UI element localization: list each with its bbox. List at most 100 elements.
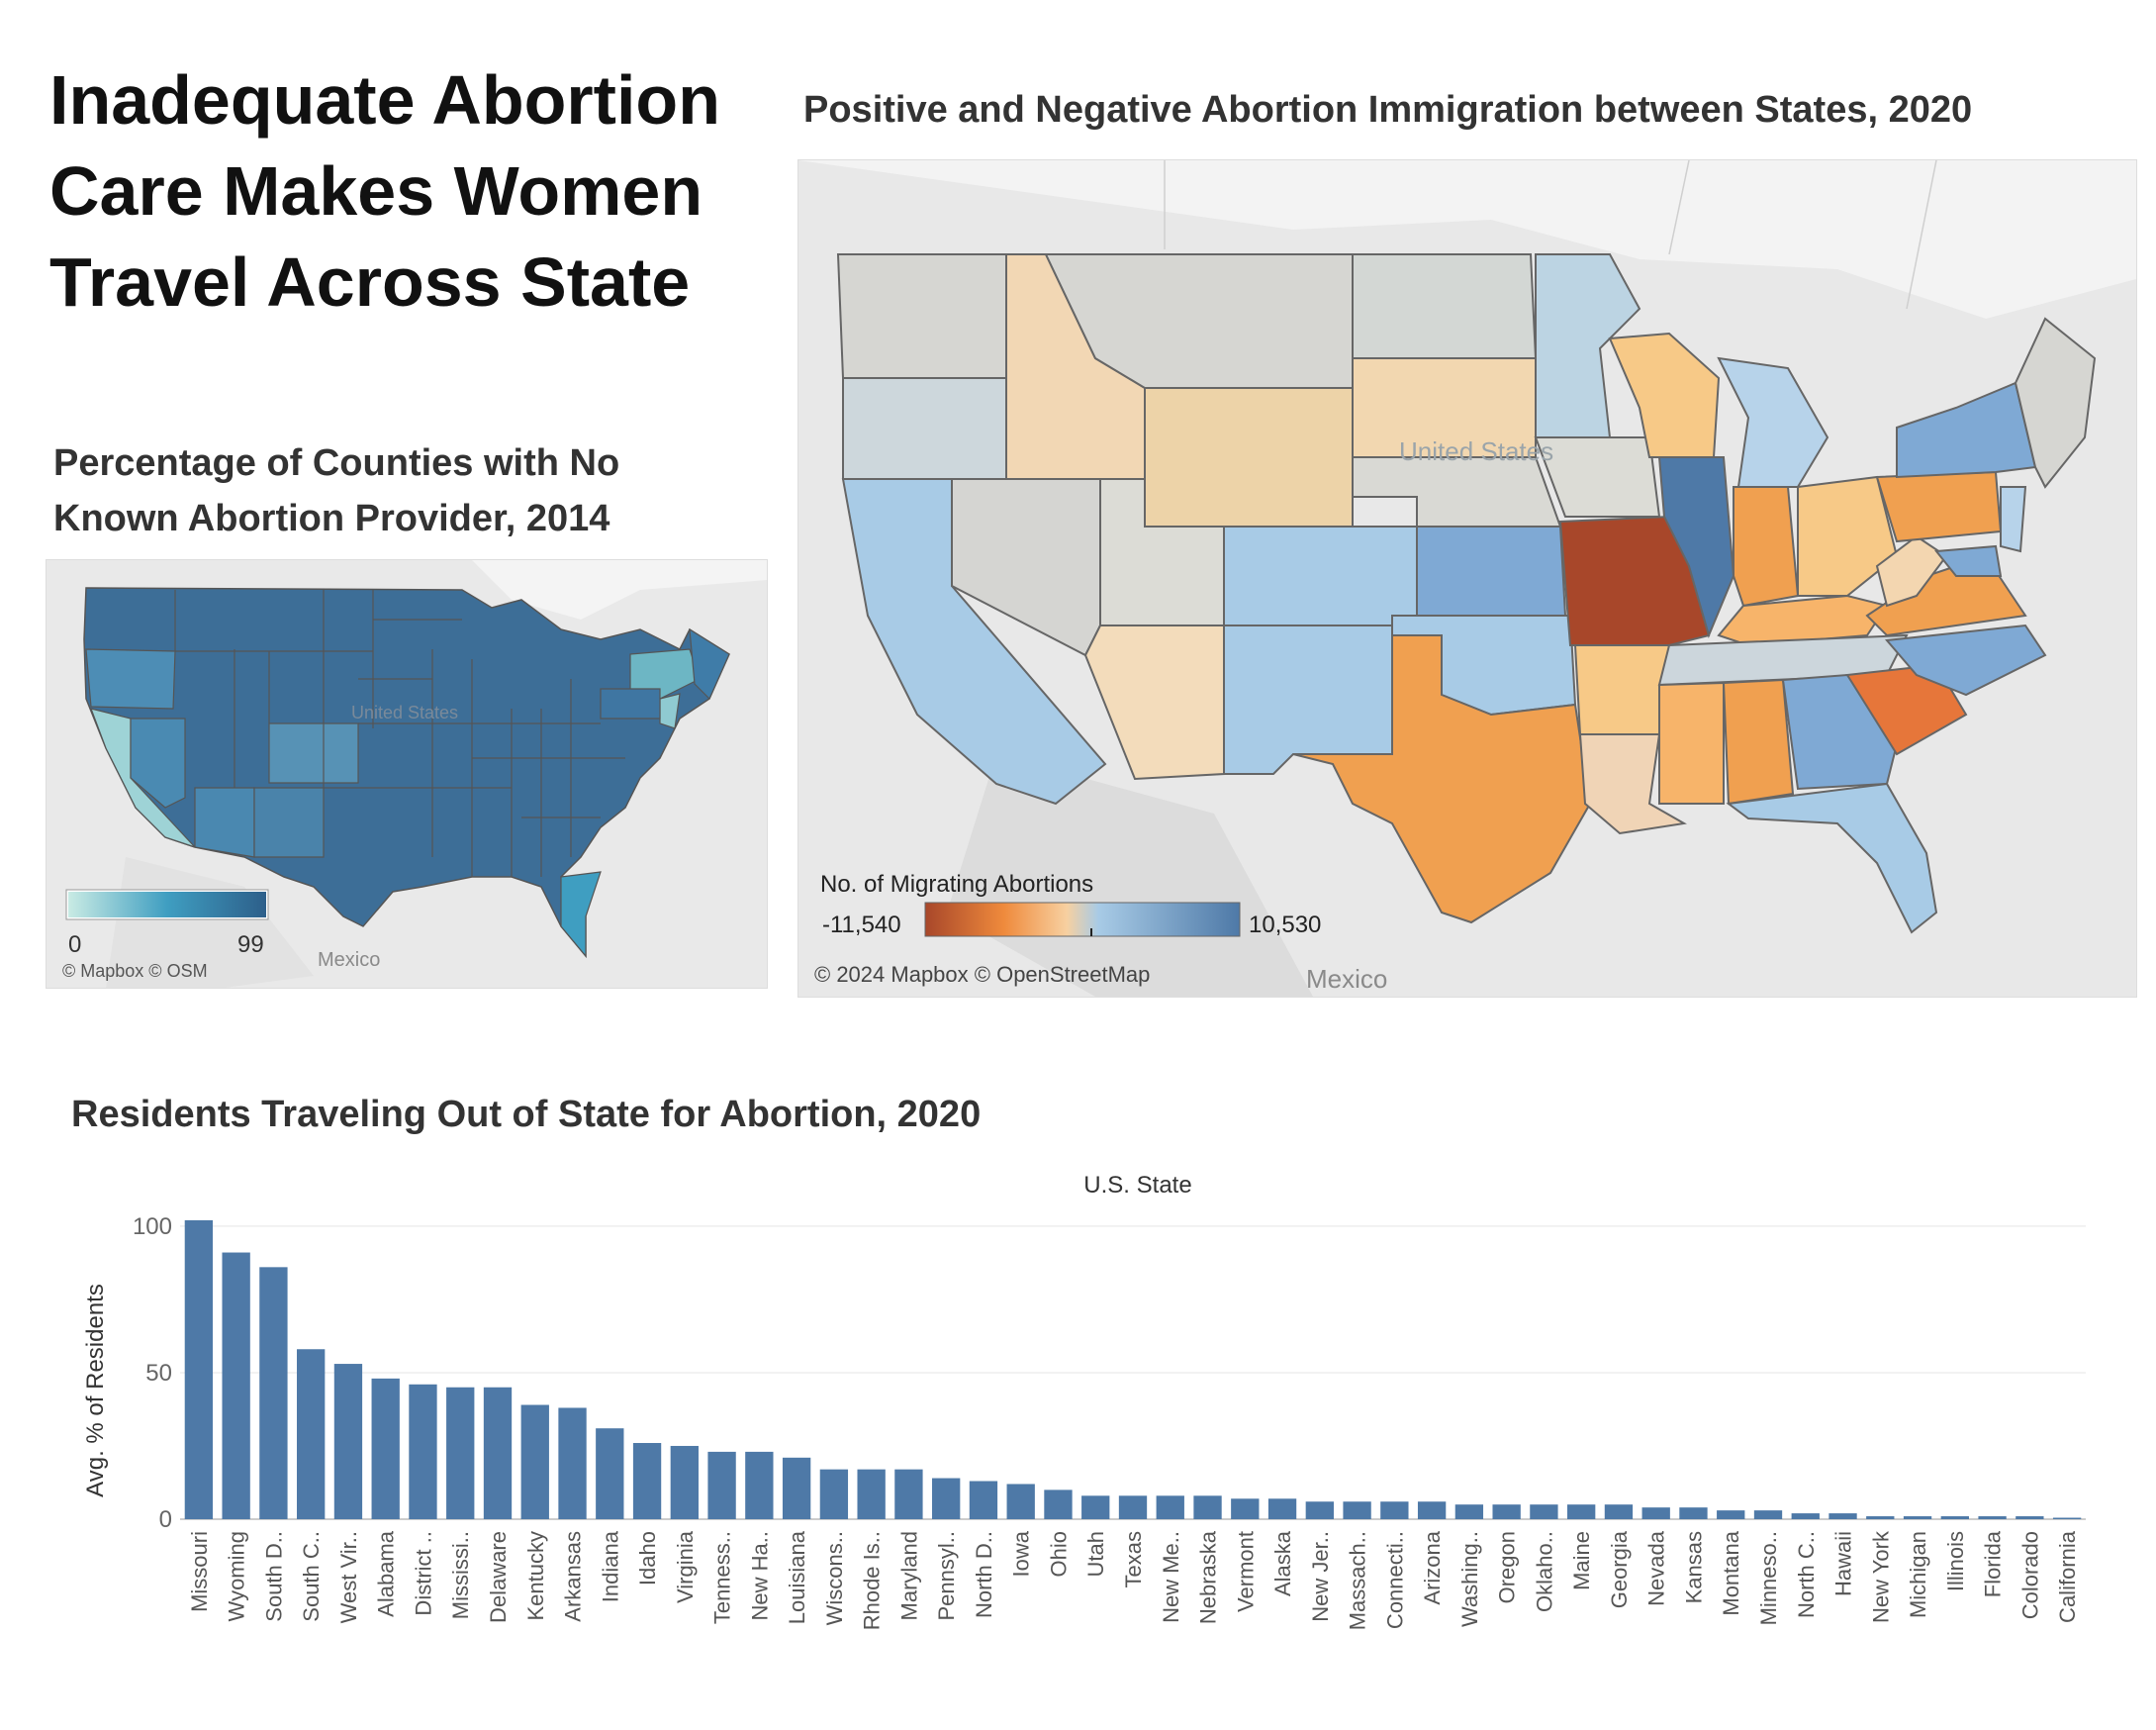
x-tick-label: Texas [1121, 1531, 1146, 1587]
bar[interactable] [1380, 1501, 1409, 1519]
bar[interactable] [1717, 1510, 1745, 1519]
bar[interactable] [1492, 1504, 1521, 1519]
bar[interactable] [483, 1387, 513, 1519]
bar[interactable] [2015, 1516, 2044, 1519]
bar[interactable] [1267, 1498, 1297, 1519]
bar[interactable] [969, 1481, 998, 1519]
provider-map-canvas: United States Mexico 0 99 © Mapbox © OSM [47, 560, 767, 988]
x-tick-label: Washing.. [1457, 1531, 1482, 1627]
bar[interactable] [1604, 1504, 1634, 1519]
bar[interactable] [1753, 1510, 1783, 1519]
x-tick-label: Alabama [374, 1530, 399, 1617]
migration-map[interactable]: United States Mexico No. of Migrating Ab… [797, 159, 2137, 998]
bar[interactable] [1641, 1507, 1670, 1519]
x-tick-label: Kansas [1681, 1531, 1706, 1603]
migration-legend-max: 10,530 [1249, 912, 1321, 938]
provider-map-attribution[interactable]: © Mapbox © OSM [62, 961, 208, 981]
bar[interactable] [371, 1378, 400, 1519]
migration-map-legend[interactable]: No. of Migrating Abortions -11,540 10,53… [820, 871, 1321, 938]
bar[interactable] [1044, 1490, 1073, 1519]
provider-map[interactable]: United States Mexico 0 99 © Mapbox © OSM [46, 559, 768, 989]
bar[interactable] [707, 1451, 736, 1519]
bar[interactable] [745, 1451, 774, 1519]
bar[interactable] [1679, 1507, 1708, 1519]
state-borders [174, 590, 625, 877]
x-tick-label: Rhode Is.. [860, 1531, 885, 1630]
x-tick-label: Maine [1569, 1531, 1594, 1590]
x-tick-label: District .. [411, 1531, 435, 1616]
x-tick-label: Iowa [1009, 1530, 1034, 1577]
bar[interactable] [1006, 1484, 1035, 1519]
bar[interactable] [1343, 1501, 1371, 1519]
migration-map-attribution[interactable]: © 2024 Mapbox © OpenStreetMap [814, 962, 1150, 987]
bar[interactable] [1305, 1501, 1334, 1519]
bar[interactable] [1454, 1504, 1484, 1519]
bar-chart-header: U.S. State [1083, 1172, 1191, 1199]
bar[interactable] [1193, 1495, 1222, 1519]
bar[interactable] [1231, 1498, 1260, 1519]
x-tick-label: Michigan [1906, 1531, 1930, 1618]
state-nevada [130, 718, 186, 809]
state-arkansas [1573, 644, 1671, 735]
bar[interactable] [819, 1469, 849, 1519]
bar[interactable] [520, 1404, 549, 1519]
bar[interactable] [1118, 1495, 1148, 1519]
bar[interactable] [1567, 1504, 1596, 1519]
bar[interactable] [222, 1252, 250, 1519]
x-tick-label: New York [1868, 1530, 1893, 1623]
x-tick-label: Tenness.. [710, 1531, 735, 1624]
x-tick-label: Massach.. [1346, 1531, 1370, 1630]
x-tick-label: Minneso.. [1756, 1531, 1781, 1625]
state-west-virginia [1875, 534, 1948, 608]
bar[interactable] [1156, 1495, 1184, 1519]
bar[interactable] [596, 1428, 624, 1519]
state-alabama [1722, 678, 1795, 806]
bar[interactable] [1530, 1504, 1558, 1519]
x-tick-label: Pennsyl.. [934, 1531, 959, 1621]
bar[interactable] [259, 1267, 288, 1519]
x-tick-label: Wiscons.. [822, 1531, 847, 1625]
bar[interactable] [1417, 1501, 1447, 1519]
bar[interactable] [558, 1407, 587, 1519]
state-new-england [689, 627, 730, 701]
bar[interactable] [333, 1364, 363, 1519]
bar[interactable] [632, 1443, 662, 1519]
bar[interactable] [2052, 1517, 2082, 1519]
state-colorado [1223, 526, 1418, 626]
bar[interactable] [409, 1384, 437, 1519]
bar[interactable] [1828, 1513, 1857, 1519]
bar[interactable] [1791, 1513, 1820, 1519]
migration-map-canvas: United States Mexico No. of Migrating Ab… [798, 160, 2136, 997]
provider-map-neighbor-label: Mexico [318, 949, 380, 971]
bar[interactable] [670, 1445, 699, 1519]
x-tick-label: Arizona [1420, 1530, 1445, 1604]
migration-legend-min: -11,540 [822, 912, 901, 938]
bar-chart[interactable]: U.S. State Avg. % of Residents 0 50 100 Mi… [0, 1148, 2156, 1730]
bar[interactable] [1866, 1516, 1895, 1519]
x-tick-label: New Jer.. [1308, 1531, 1333, 1622]
x-tick-label: Colorado [2017, 1531, 2042, 1619]
bar[interactable] [932, 1478, 961, 1519]
x-tick-label: Louisiana [785, 1530, 809, 1624]
bar[interactable] [1978, 1516, 2007, 1519]
bar[interactable] [1940, 1516, 1969, 1519]
state-colorado [268, 722, 359, 784]
bar[interactable] [184, 1219, 214, 1519]
bar[interactable] [1081, 1495, 1110, 1519]
bar[interactable] [894, 1469, 923, 1519]
x-tick-label: South D.. [261, 1531, 286, 1622]
bar[interactable] [446, 1387, 475, 1519]
state-ohio [1797, 475, 1899, 597]
x-tick-label: Ohio [1046, 1531, 1071, 1577]
main-title: Inadequate Abortion Care Makes Women Tra… [49, 61, 720, 321]
state-florida [560, 871, 602, 958]
x-tick-label: Hawaii [1831, 1531, 1856, 1596]
bar[interactable] [857, 1469, 886, 1519]
provider-map-legend[interactable]: 0 99 [65, 889, 269, 958]
bar[interactable] [1903, 1516, 1932, 1519]
y-axis-label: Avg. % of Residents [82, 1284, 109, 1497]
state-new-mexico [1223, 625, 1393, 775]
bar[interactable] [782, 1457, 811, 1519]
bar[interactable] [297, 1349, 326, 1519]
x-tick-label: Alaska [1270, 1530, 1295, 1596]
